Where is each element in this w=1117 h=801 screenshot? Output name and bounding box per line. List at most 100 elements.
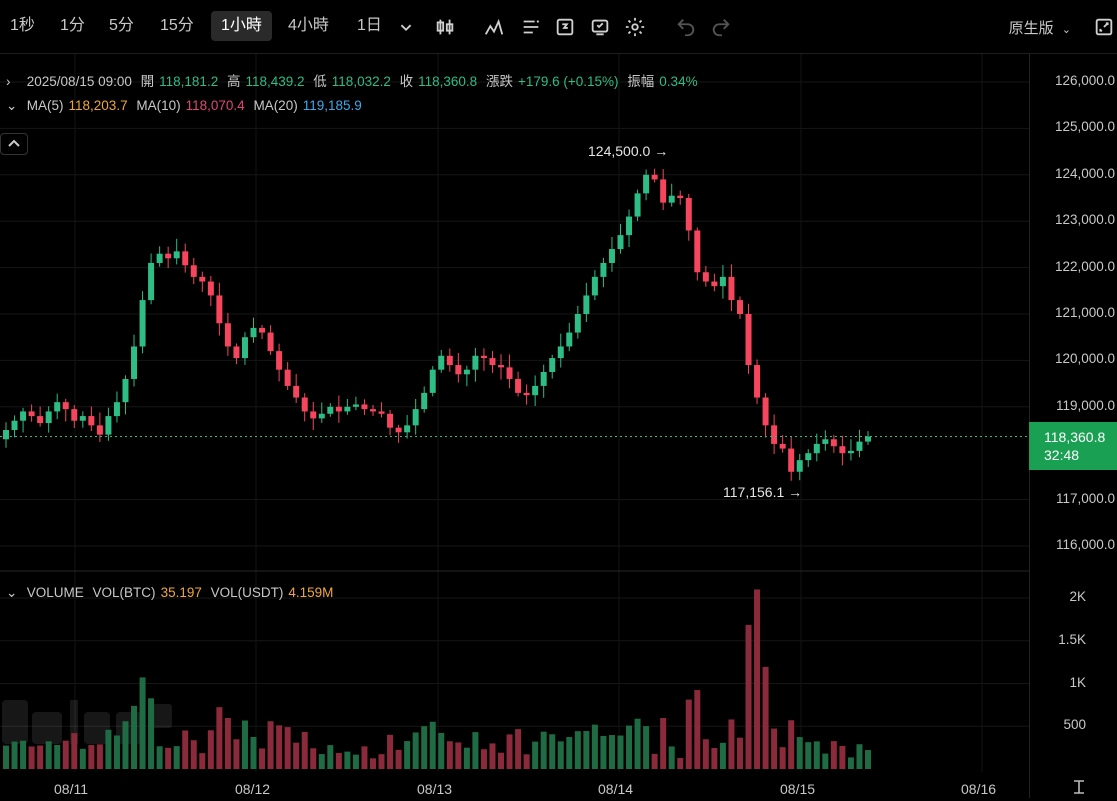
version-selector[interactable]: 原生版 ⌄ — [1009, 17, 1071, 38]
candle-body — [62, 402, 69, 410]
axis-settings-icon[interactable] — [1070, 778, 1088, 796]
ma-legend: ⌄ MA(5) 118,203.7 MA(10) 118,070.4 MA(20) 1… — [6, 98, 367, 114]
candle-body — [515, 378, 522, 393]
low-value: 118,032.2 — [331, 74, 391, 89]
time-axis-label: 08/13 — [417, 781, 453, 797]
price-tick-label: 123,000.0 — [1054, 212, 1115, 228]
volume-bar — [241, 720, 248, 769]
candle-body — [96, 425, 103, 435]
candle-body — [71, 409, 78, 421]
volume-bar — [233, 739, 240, 769]
timeframe-1h[interactable]: 1小時 — [211, 11, 272, 41]
timeframe-1d[interactable]: 1日 — [357, 17, 382, 34]
candle-body — [498, 365, 505, 368]
volume-bar — [771, 728, 778, 769]
candle-body — [762, 397, 769, 426]
candle-body — [182, 251, 189, 266]
volume-bar — [369, 758, 376, 769]
redo-icon[interactable] — [708, 14, 734, 40]
ma-collapse-icon[interactable]: ⌄ — [6, 98, 18, 113]
candle-body — [378, 411, 385, 414]
fullscreen-icon[interactable] — [1091, 14, 1117, 40]
candle-body — [173, 251, 180, 259]
volume-bar — [583, 731, 590, 769]
timeframe-1s[interactable]: 1秒 — [10, 17, 35, 34]
volume-bar — [566, 737, 573, 769]
volume-title: VOLUME — [26, 585, 84, 600]
candlestick-series — [3, 168, 871, 481]
indicators-icon[interactable] — [481, 14, 507, 40]
candle-body — [805, 453, 812, 461]
volume-bar — [276, 725, 283, 769]
price-axis[interactable]: 126,000.0 125,000.0 124,000.0 123,000.0 122,… — [1029, 54, 1117, 798]
candle-body — [412, 409, 419, 426]
timeframe-1m[interactable]: 1分 — [60, 17, 85, 34]
ma10-value: 118,070.4 — [185, 98, 245, 113]
templates-icon[interactable] — [587, 14, 613, 40]
volume-bar — [591, 724, 598, 769]
vol-usdt-value: 4.159M — [288, 585, 334, 600]
candle-body — [660, 179, 667, 203]
volume-bar — [352, 754, 359, 769]
close-label: 收 — [399, 74, 414, 89]
candle-body — [728, 276, 735, 301]
volume-bar — [634, 718, 641, 769]
volume-bar — [506, 734, 513, 769]
ma20-value: 119,185.9 — [302, 98, 362, 113]
time-axis-label: 08/15 — [780, 781, 816, 797]
volume-bar — [788, 720, 795, 769]
chevron-up-icon — [8, 139, 20, 147]
candle-body — [719, 276, 726, 287]
volume-bar — [207, 730, 214, 769]
candle-body — [856, 441, 863, 451]
settings-icon[interactable] — [622, 14, 648, 40]
candle-body — [651, 174, 658, 180]
volume-bar — [728, 719, 735, 769]
candle-datetime: 2025/08/15 09:00 — [26, 74, 132, 89]
candle-type-icon[interactable] — [432, 14, 458, 40]
candle-body — [335, 406, 342, 412]
candle-body — [583, 295, 590, 314]
chevron-down-icon[interactable] — [393, 14, 419, 40]
volume-bar — [523, 754, 530, 769]
volume-bar — [600, 735, 607, 769]
legend-collapse-icon[interactable]: › — [6, 74, 11, 89]
volume-bar — [515, 729, 522, 769]
ma20-label: MA(20) — [253, 98, 298, 113]
high-annotation: 124,500.0 → — [588, 143, 668, 159]
candle-body — [216, 295, 223, 324]
candle-body — [463, 369, 470, 375]
volume-bar — [28, 746, 35, 769]
candle-body — [600, 262, 607, 277]
candle-body — [224, 323, 231, 347]
volume-bar — [549, 734, 556, 769]
candle-body — [318, 413, 325, 419]
candle-body — [310, 411, 317, 419]
candle-body — [549, 358, 556, 372]
replay-icon[interactable] — [552, 14, 578, 40]
volume-bar — [702, 739, 709, 769]
version-chevron-icon: ⌄ — [1061, 24, 1071, 36]
volume-bar — [156, 746, 163, 769]
volume-bar — [762, 666, 769, 769]
drawing-tools-icon[interactable] — [518, 14, 544, 40]
candle-body — [771, 425, 778, 444]
timeframe-15m[interactable]: 15分 — [160, 17, 194, 34]
volume-bar — [131, 705, 138, 769]
candle-body — [532, 385, 539, 396]
volume-bar — [79, 748, 86, 769]
volume-collapse-icon[interactable]: ⌄ — [6, 585, 18, 600]
timeframe-5m[interactable]: 5分 — [109, 17, 134, 34]
candle-body — [28, 411, 35, 417]
candle-body — [105, 416, 112, 435]
undo-icon[interactable] — [673, 14, 699, 40]
collapse-legend-button[interactable] — [0, 133, 28, 155]
volume-bar — [318, 754, 325, 769]
candle-body — [523, 392, 530, 396]
timeframe-4h[interactable]: 4小時 — [288, 17, 329, 34]
volume-bar — [745, 624, 752, 769]
candle-body — [54, 402, 61, 412]
candle-body — [421, 392, 428, 410]
volume-bar — [668, 746, 675, 769]
